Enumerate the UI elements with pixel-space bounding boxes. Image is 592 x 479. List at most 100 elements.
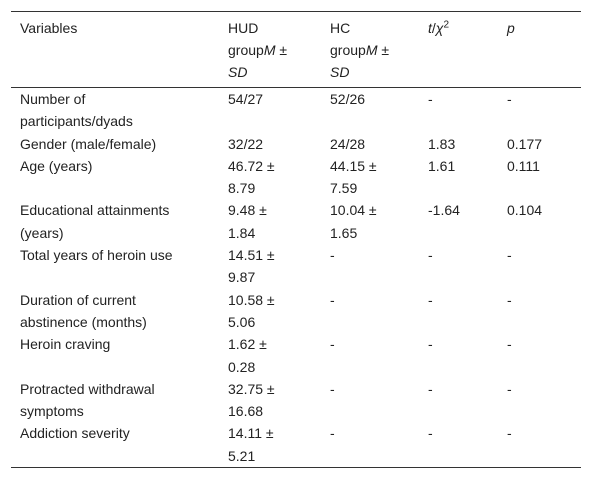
table-cell: - [498, 88, 581, 133]
cell-value: - [428, 425, 433, 442]
cell-value: - [330, 291, 335, 308]
cell-value: -1.64 [428, 202, 460, 219]
table-cell: 10.58 ± 5.06 [219, 289, 321, 334]
table-cell: - [498, 422, 581, 467]
table-cell: - [498, 244, 581, 289]
table-cell: 9.48 ± 1.84 [219, 199, 321, 244]
cell-value: - [507, 380, 512, 397]
table-cell: - [498, 378, 581, 423]
header-text-part: t [428, 20, 432, 36]
cell-value: 1.83 [428, 135, 456, 152]
cell-value: - [507, 247, 512, 264]
row-label: Age (years) [20, 157, 93, 174]
cell-value: 0.104 [507, 202, 543, 219]
cell-value: 52/26 [330, 91, 366, 107]
header-row: Variables HUD groupM ± SD HC groupM ± SD t/… [11, 11, 581, 88]
table-body: Number of participants/dyads 54/27 52/26 - -… [11, 88, 581, 468]
cell-value: - [330, 425, 335, 442]
table-cell: 1.61 [419, 155, 498, 200]
table-cell: 0.104 [498, 199, 581, 244]
table-cell: Protracted withdrawal symptoms [11, 378, 219, 423]
row-label: Heroin craving [20, 336, 111, 353]
data-table: Variables HUD groupM ± SD HC groupM ± SD t/… [11, 11, 581, 468]
header-cell: p [498, 12, 581, 88]
cell-value: 44.15 ± 7.59 [330, 157, 377, 197]
cell-value: - [428, 380, 433, 397]
table-cell: Addiction severity [11, 422, 219, 467]
header-text-part: SD [228, 64, 248, 80]
row-label: Protracted withdrawal symptoms [20, 380, 155, 420]
table-cell: 32/22 [219, 133, 321, 155]
table-cell: 14.11 ± 5.21 [219, 422, 321, 467]
table-cell: 52/26 [321, 88, 419, 133]
table-cell: Heroin craving [11, 333, 219, 378]
cell-value: 1.61 [428, 157, 456, 174]
table-cell: - [419, 333, 498, 378]
row-label: Total years of heroin use [20, 247, 173, 264]
row-label: Number of participants/dyads [20, 91, 133, 130]
cell-value: 46.72 ± 8.79 [228, 157, 275, 197]
table-cell: Educational attainments (years) [11, 199, 219, 244]
table-row: Heroin craving 1.62 ± 0.28 - - - [11, 333, 581, 378]
row-label: Educational attainments (years) [20, 202, 170, 241]
cell-value: - [507, 336, 512, 353]
table-row: Gender (male/female) 32/22 24/28 1.83 0.177 [11, 133, 581, 155]
table-cell: - [419, 378, 498, 423]
cell-value: 0.111 [507, 157, 540, 174]
table-cell: - [419, 244, 498, 289]
header-cell: Variables [11, 12, 219, 88]
cell-value: - [428, 91, 433, 107]
header-text-part: ± [377, 42, 390, 58]
header-cell: HUD groupM ± SD [219, 12, 321, 88]
header-text: HUD groupM ± SD [228, 17, 296, 83]
header-text-part: SD [330, 64, 350, 80]
cell-value: - [507, 425, 512, 442]
table-cell: - [321, 422, 419, 467]
cell-value: - [330, 336, 335, 353]
header-text: t/χ2 [428, 17, 488, 39]
header-text-part: Variables [20, 20, 78, 36]
cell-value: 32.75 ± 16.68 [228, 380, 275, 420]
cell-value: - [428, 336, 433, 353]
header-text-part: ± [275, 42, 288, 58]
table-cell: Total years of heroin use [11, 244, 219, 289]
table-cell: Gender (male/female) [11, 133, 219, 155]
cell-value: - [507, 91, 512, 107]
header-cell: t/χ2 [419, 12, 498, 88]
cell-value: 10.58 ± 5.06 [228, 291, 275, 330]
cell-value: 54/27 [228, 91, 264, 107]
table-row: Age (years) 46.72 ± 8.79 44.15 ± 7.59 1.61 0… [11, 155, 581, 200]
table-cell: 44.15 ± 7.59 [321, 155, 419, 200]
row-label: Duration of current abstinence (months) [20, 291, 147, 330]
cell-value: - [330, 247, 335, 264]
table-cell: - [321, 289, 419, 334]
table-cell: - [498, 289, 581, 334]
table-cell: - [321, 244, 419, 289]
table-cell: Number of participants/dyads [11, 88, 219, 133]
header-text-part: M [263, 42, 276, 58]
table-row: Duration of current abstinence (months) 1… [11, 289, 581, 334]
header-text: HC groupM ± SD [330, 17, 398, 83]
cell-value: 14.51 ± 9.87 [228, 247, 275, 286]
table-cell: - [321, 378, 419, 423]
cell-value: - [330, 380, 335, 397]
header-text-part: χ [435, 20, 444, 36]
header-cell: HC groupM ± SD [321, 12, 419, 88]
table-cell: 1.83 [419, 133, 498, 155]
table-row: Protracted withdrawal symptoms 32.75 ± 16… [11, 378, 581, 423]
header-text-part: / [431, 20, 436, 36]
table-cell: 0.111 [498, 155, 581, 200]
cell-value: - [507, 291, 512, 308]
cell-value: 14.11 ± 5.21 [228, 425, 274, 464]
table-cell: Age (years) [11, 155, 219, 200]
cell-value: - [428, 247, 433, 264]
header-text: Variables [20, 17, 180, 39]
table-cell: 24/28 [321, 133, 419, 155]
table-cell: - [321, 333, 419, 378]
table-cell: Duration of current abstinence (months) [11, 289, 219, 334]
table-header: Variables HUD groupM ± SD HC groupM ± SD t/… [11, 11, 581, 88]
table-row: Addiction severity 14.11 ± 5.21 - - - [11, 422, 581, 468]
table-cell: 46.72 ± 8.79 [219, 155, 321, 200]
table-cell: 10.04 ± 1.65 [321, 199, 419, 244]
